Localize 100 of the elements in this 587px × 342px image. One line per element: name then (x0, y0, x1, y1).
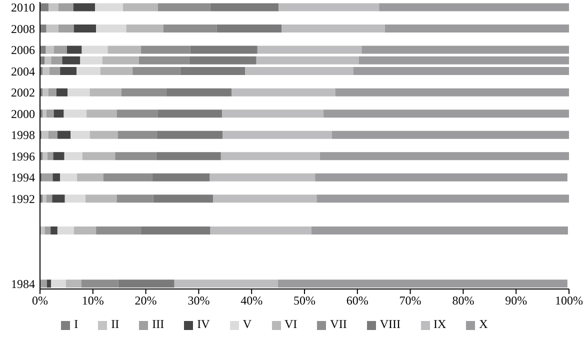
bar (40, 46, 46, 54)
bar (86, 110, 117, 118)
bar (40, 3, 48, 12)
bar (278, 280, 568, 288)
bar (66, 46, 82, 54)
bar (384, 24, 569, 33)
bar (102, 56, 139, 64)
bar (189, 56, 256, 64)
bar (40, 280, 47, 288)
bar (60, 67, 76, 76)
bar (52, 194, 65, 203)
bar (51, 56, 62, 64)
bar (358, 56, 569, 64)
bar (216, 24, 282, 33)
bar (108, 46, 142, 54)
bar (257, 46, 362, 54)
legend-label: VIII (380, 317, 400, 331)
bar (335, 88, 569, 96)
bar (210, 226, 312, 234)
bar (54, 110, 64, 118)
bar (118, 280, 174, 288)
bar (158, 110, 222, 118)
bar (42, 152, 48, 160)
bar (123, 3, 158, 12)
bar (190, 46, 258, 54)
bar (222, 110, 324, 118)
bar (40, 24, 46, 33)
y-tick-label: 1992 (11, 192, 35, 206)
bar (74, 226, 96, 234)
bar (96, 226, 142, 234)
bar (118, 130, 157, 139)
bar (46, 194, 52, 203)
legend-label: IV (197, 317, 210, 331)
bar (68, 88, 90, 96)
legend-label: I (74, 317, 78, 331)
bar (282, 24, 385, 33)
bar (64, 152, 82, 160)
bar (47, 152, 54, 160)
bar (116, 194, 154, 203)
bar (90, 88, 122, 96)
bar (245, 67, 354, 76)
bar (156, 152, 221, 160)
bar (42, 110, 46, 118)
bar (180, 67, 246, 76)
x-tick-label: 30% (188, 294, 210, 308)
legend-label: X (479, 317, 488, 331)
bar (46, 46, 54, 54)
bar (212, 194, 317, 203)
bar (220, 152, 320, 160)
bar (222, 130, 332, 139)
y-tick-label: 1994 (11, 170, 35, 185)
y-tick-label: 2006 (11, 43, 35, 58)
y-tick-label: 1998 (11, 128, 35, 142)
bar (40, 226, 45, 234)
x-tick-label: 20% (134, 294, 157, 308)
legend-label: III (152, 317, 164, 331)
bar (210, 173, 316, 182)
bar (42, 194, 46, 203)
bar (48, 130, 58, 139)
bar (48, 88, 56, 96)
bar (103, 173, 152, 182)
bar (96, 24, 126, 33)
y-tick-label: 2008 (11, 22, 35, 36)
y-tick-label: 2004 (11, 64, 35, 78)
bar (58, 3, 74, 12)
bar (82, 46, 108, 54)
bar (166, 88, 232, 96)
bar (141, 226, 210, 234)
bar (210, 3, 279, 12)
bar (163, 24, 217, 33)
bar (332, 130, 569, 139)
bar (316, 194, 569, 203)
y-tick-label: 2002 (11, 86, 35, 100)
x-tick-label: 0% (32, 294, 48, 308)
bar (50, 67, 60, 76)
bar (42, 67, 50, 76)
bar (353, 67, 569, 76)
bar (158, 3, 210, 12)
bar (80, 56, 102, 64)
y-tick-label: 2010 (11, 0, 35, 15)
bar (73, 3, 96, 12)
bar (152, 173, 210, 182)
bar (74, 24, 96, 33)
bar (46, 24, 59, 33)
bar (156, 130, 223, 139)
legend-label: IX (434, 317, 446, 331)
bar (324, 110, 569, 118)
bar (81, 280, 118, 288)
bar (174, 280, 278, 288)
bar (50, 226, 58, 234)
bar (320, 152, 569, 160)
y-tick-label: 1984 (11, 276, 35, 291)
legend-label: V (242, 317, 252, 331)
bar (278, 3, 380, 12)
bar (138, 56, 190, 64)
bar (95, 3, 124, 12)
bar (362, 46, 569, 54)
bar (57, 130, 71, 139)
y-tick-label: 2000 (11, 106, 35, 121)
bar (379, 3, 569, 12)
